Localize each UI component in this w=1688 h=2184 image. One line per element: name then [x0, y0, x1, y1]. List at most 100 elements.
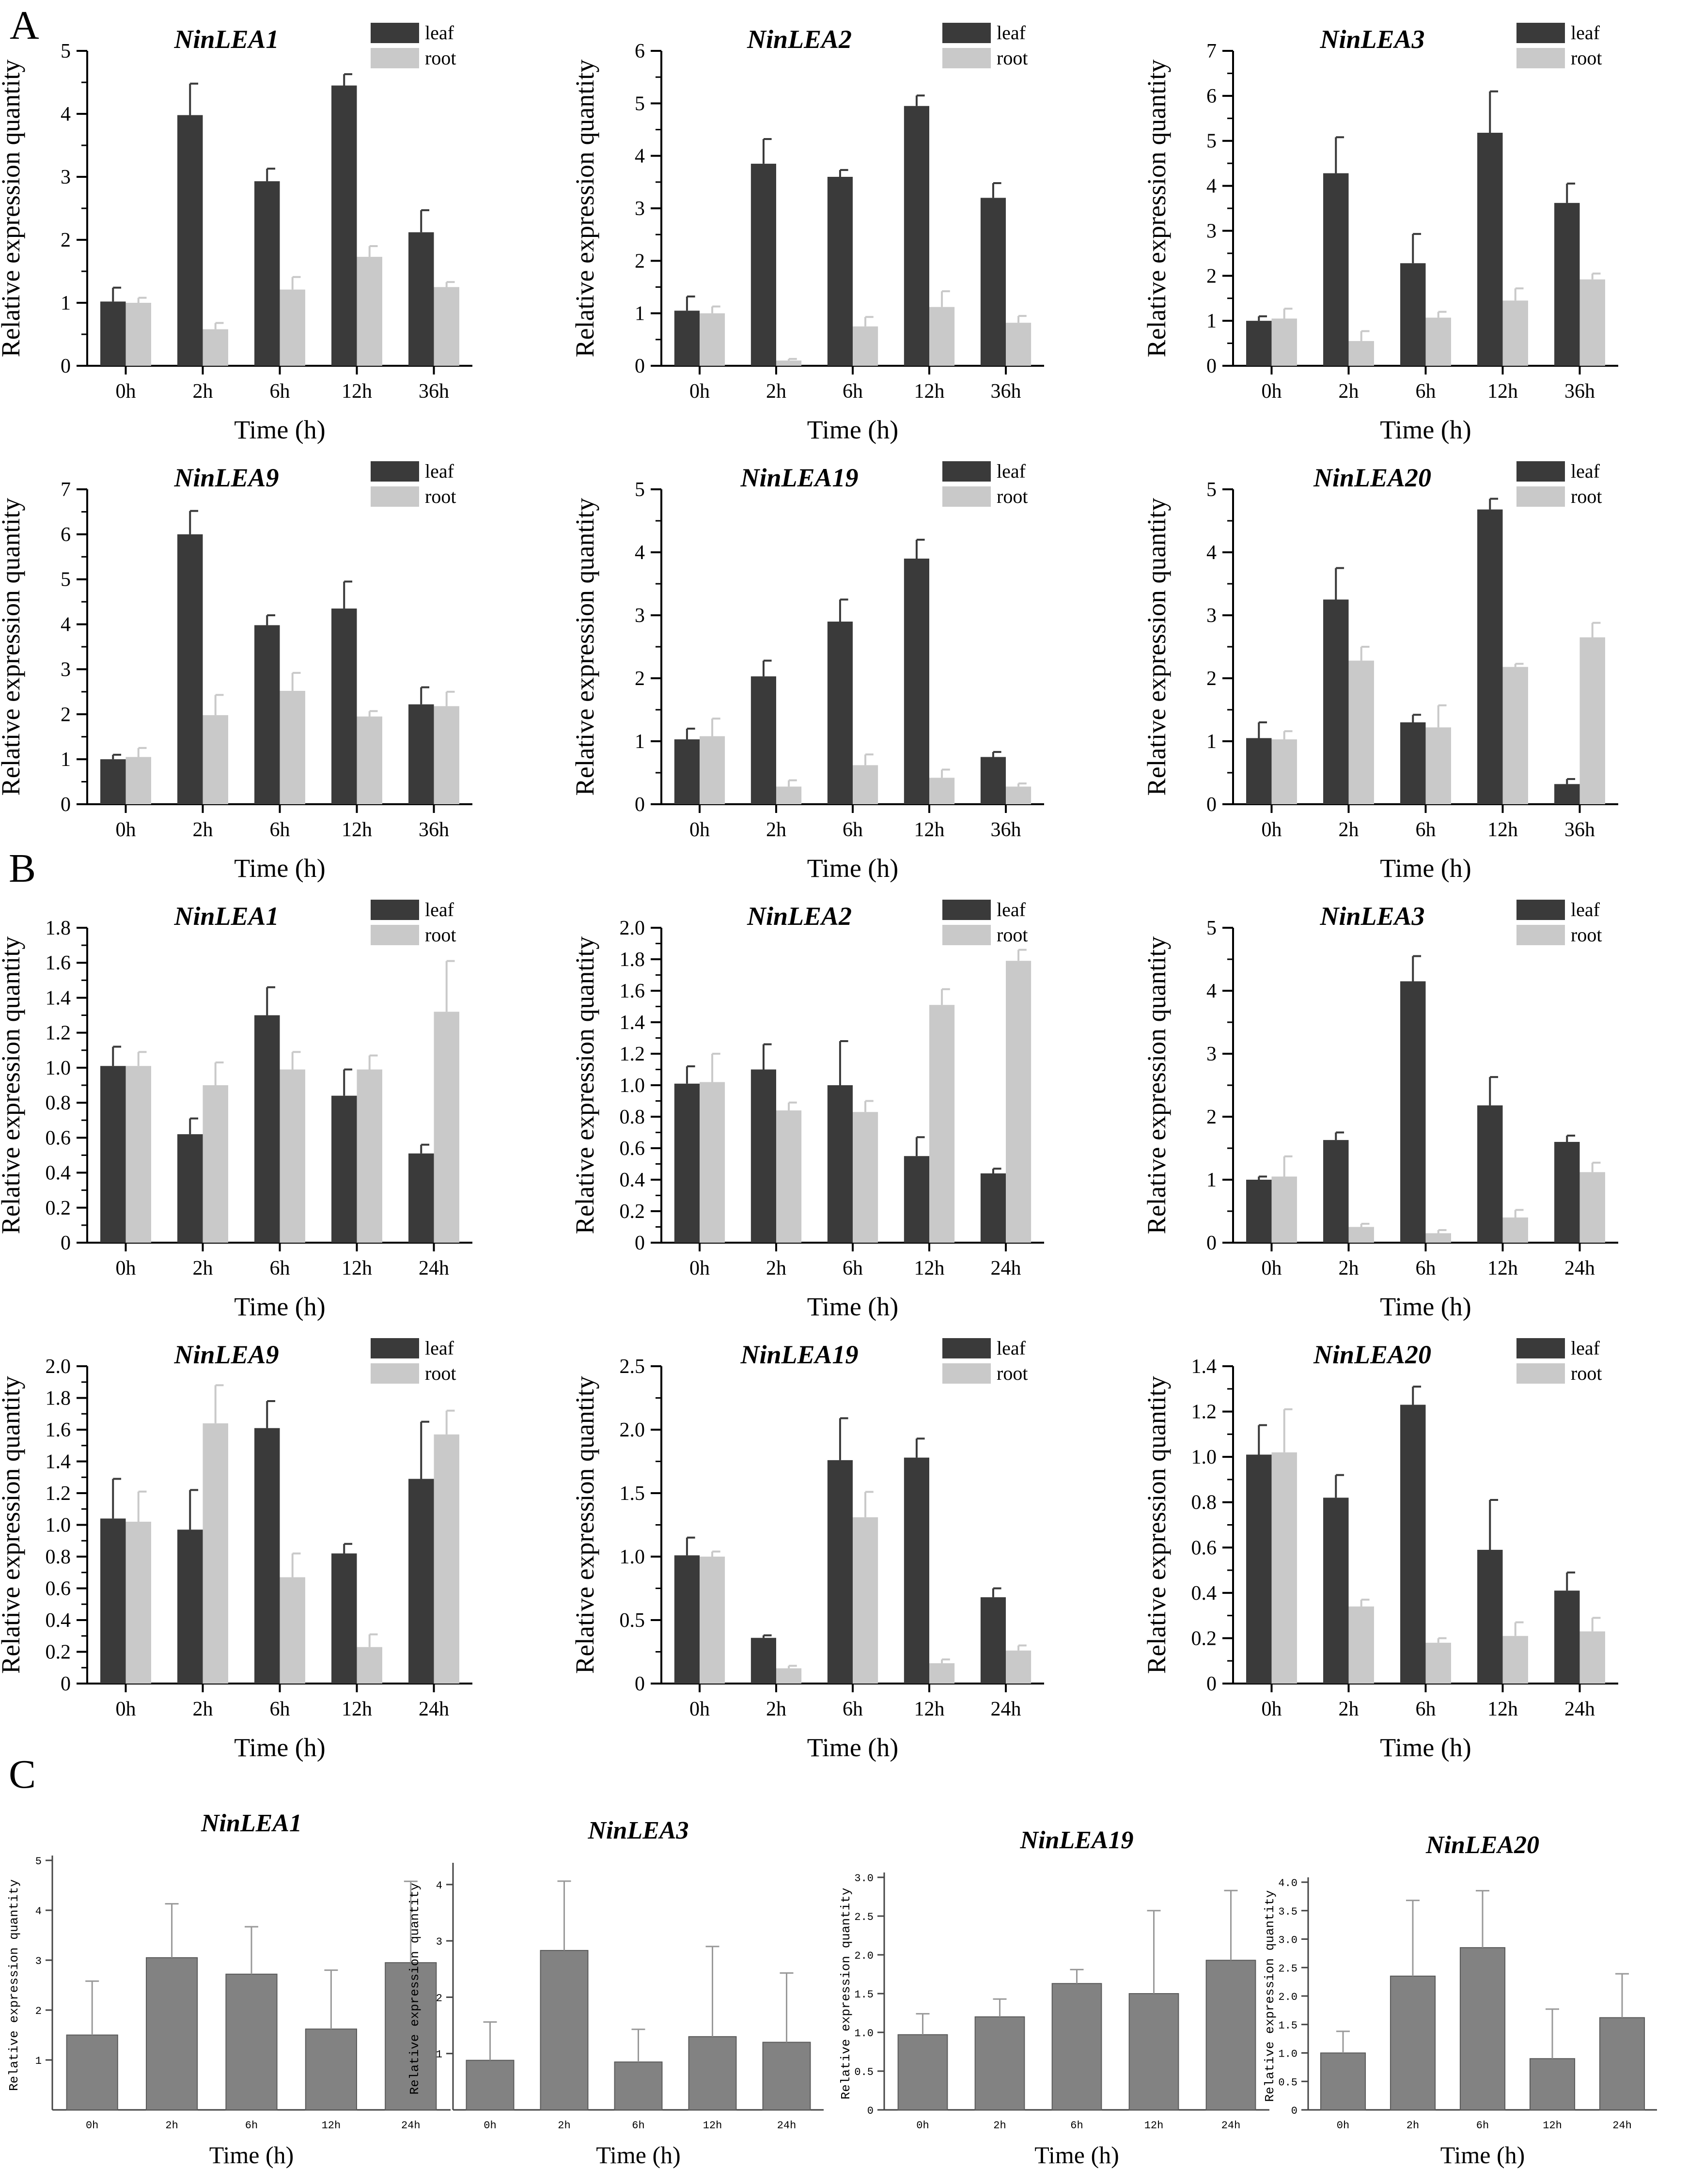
y-tick-label: 2.0: [854, 1950, 874, 1962]
y-tick-label: 1: [1206, 1169, 1217, 1191]
x-axis-label: Time (h): [596, 2141, 681, 2168]
x-tick-label: 24h: [419, 1698, 449, 1720]
x-tick-label: 6h: [843, 1257, 863, 1279]
bar-leaf-12h: [1477, 133, 1503, 366]
y-tick-label: 2: [61, 229, 71, 251]
x-tick-label: 0h: [1262, 1257, 1282, 1279]
y-tick-label: 2: [436, 1992, 442, 2004]
y-tick-label: 0.8: [46, 1092, 71, 1114]
x-tick-label: 0h: [689, 819, 710, 841]
bar-root-24h: [434, 1012, 459, 1243]
y-tick-label: 1.0: [46, 1514, 71, 1537]
legend-swatch-leaf: [371, 1338, 419, 1358]
chart-title: NinLEA3: [587, 1817, 688, 1844]
x-tick-label: 2h: [766, 380, 786, 403]
x-tick-label: 2h: [193, 1257, 213, 1279]
y-tick-label: 2.0: [620, 917, 645, 939]
y-tick-label: 4: [635, 145, 645, 168]
y-tick-label: 0.2: [46, 1641, 71, 1664]
chart-title: NinLEA20: [1313, 1340, 1431, 1369]
legend-swatch-leaf: [371, 23, 419, 43]
x-tick-label: 36h: [1564, 380, 1595, 403]
legend-label-root: root: [1571, 47, 1602, 69]
y-tick-label: 5: [35, 1856, 42, 1868]
bar-24h: [1599, 2017, 1645, 2110]
bar-leaf-24h: [980, 1173, 1006, 1243]
y-tick-label: 0: [61, 1232, 71, 1254]
x-tick-label: 6h: [1416, 1698, 1436, 1720]
chart-B-NinLEA9: 0 0.2 0.4 0.6 0.8 1.0 1.2 1.4 1.6 1.8 2.0 0h 2h 6h 12h…: [0, 1337, 472, 1762]
x-tick-label: 6h: [270, 1257, 290, 1279]
bar-root-12h: [929, 1663, 955, 1684]
legend-swatch-leaf: [1516, 23, 1565, 43]
x-tick-label: 12h: [1487, 1698, 1518, 1720]
x-tick-label: 2h: [1339, 380, 1359, 403]
bar-leaf-12h: [331, 1095, 357, 1243]
y-tick-label: 0.2: [1191, 1627, 1217, 1650]
bar-root-0h: [700, 1082, 725, 1243]
bar-leaf-24h: [1554, 1142, 1580, 1243]
y-tick-label: 1: [635, 303, 645, 325]
y-tick-label: 0: [1206, 1673, 1217, 1695]
bar-root-6h: [280, 1577, 305, 1684]
legend-label-leaf: leaf: [1571, 1337, 1600, 1359]
x-tick-label: 0h: [1262, 380, 1282, 403]
y-tick-label: 3: [61, 166, 71, 188]
legend-label-root: root: [425, 1362, 456, 1384]
x-tick-label: 12h: [1144, 2120, 1164, 2132]
bar-leaf-6h: [827, 622, 853, 804]
y-tick-label: 0.5: [620, 1609, 645, 1632]
chart-C-NinLEA3: 1 2 3 4 0h 2h 6h 12h 24h NinLEA3 Time (h) Relative …: [407, 1817, 824, 2168]
y-tick-label: 0.4: [46, 1162, 71, 1185]
bar-root-12h: [1502, 667, 1528, 804]
bar-root-6h: [280, 289, 305, 366]
x-tick-label: 0h: [116, 819, 136, 841]
legend-swatch-leaf: [1516, 1338, 1565, 1358]
bar-leaf-12h: [331, 1553, 357, 1684]
y-axis-label: Relative expression quantity: [407, 1883, 422, 2095]
legend-swatch-root: [942, 925, 991, 945]
bar-root-0h: [125, 757, 151, 804]
bar-root-12h: [929, 307, 955, 366]
y-tick-label: 0.5: [854, 2066, 874, 2078]
bar-2h: [540, 1950, 589, 2110]
x-tick-label: 12h: [342, 1257, 372, 1279]
x-tick-label: 24h: [777, 2120, 797, 2132]
y-tick-label: 3: [635, 198, 645, 220]
y-tick-label: 0.8: [1191, 1492, 1217, 1514]
bar-leaf-6h: [1400, 722, 1426, 804]
x-tick-label: 12h: [322, 2120, 341, 2132]
x-tick-label: 6h: [843, 380, 863, 403]
y-tick-label: 3.5: [1278, 1906, 1297, 1918]
x-tick-label: 12h: [342, 1698, 372, 1720]
bar-root-24h: [1006, 1650, 1032, 1684]
legend-swatch-leaf: [942, 23, 991, 43]
y-tick-label: 1.2: [620, 1043, 645, 1065]
legend-label-leaf: leaf: [1571, 22, 1600, 44]
bar-0h: [1320, 2052, 1366, 2110]
bar-root-2h: [1348, 660, 1374, 804]
y-tick-label: 4: [35, 1905, 42, 1918]
bar-leaf-12h: [1477, 509, 1503, 804]
chart-title: NinLEA2: [747, 902, 852, 931]
x-axis-label: Time (h): [807, 854, 899, 883]
bar-leaf-12h: [1477, 1549, 1503, 1684]
y-tick-label: 1.0: [620, 1075, 645, 1097]
x-tick-label: 0h: [116, 1698, 136, 1720]
bar-root-2h: [776, 1110, 802, 1243]
y-tick-label: 2.0: [46, 1356, 71, 1378]
x-tick-label: 6h: [245, 2120, 258, 2132]
x-axis-label: Time (h): [234, 1292, 326, 1321]
x-axis-label: Time (h): [234, 854, 326, 883]
legend-swatch-root: [371, 48, 419, 68]
x-tick-label: 6h: [843, 1698, 863, 1720]
bar-root-2h: [203, 329, 228, 366]
bar-root-6h: [853, 326, 878, 366]
y-tick-label: 2.0: [620, 1419, 645, 1441]
x-tick-label: 36h: [419, 819, 449, 841]
bar-leaf-36h: [408, 704, 434, 804]
bar-leaf-2h: [750, 1069, 776, 1243]
x-tick-label: 2h: [193, 380, 213, 403]
bar-leaf-2h: [177, 1134, 203, 1243]
y-tick-label: 4.0: [1278, 1877, 1297, 1889]
